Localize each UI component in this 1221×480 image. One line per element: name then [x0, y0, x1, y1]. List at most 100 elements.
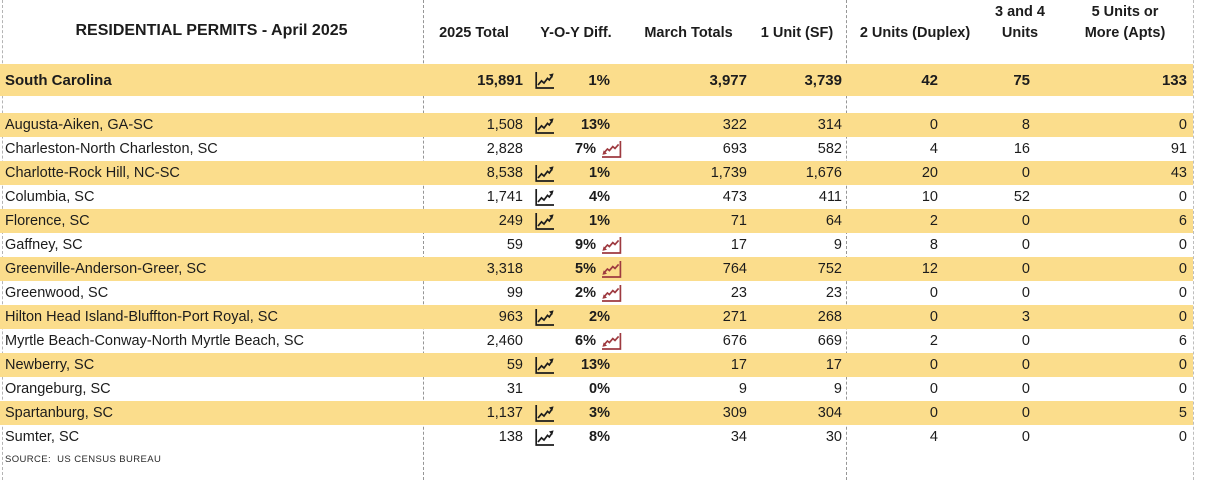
one-unit-sf-cell[interactable]: 304 [817, 405, 842, 421]
march-totals-cell[interactable]: 309 [722, 405, 747, 421]
row-label-cell[interactable]: Gaffney, SC [5, 237, 83, 253]
two-units-cell[interactable]: 12 [921, 261, 938, 277]
one-unit-sf-cell[interactable]: 30 [825, 429, 842, 445]
row-label-cell[interactable]: Orangeburg, SC [5, 381, 111, 397]
column-header-march-totals[interactable]: March Totals [644, 24, 733, 41]
march-totals-cell[interactable]: 322 [722, 117, 747, 133]
three-four-units-cell[interactable]: 0 [1021, 333, 1030, 349]
yoy-diff-cell[interactable]: 1% [528, 161, 624, 185]
two-units-cell[interactable]: 0 [929, 405, 938, 421]
march-totals-cell[interactable]: 271 [722, 309, 747, 325]
one-unit-sf-cell[interactable]: 582 [817, 141, 842, 157]
yoy-diff-cell[interactable]: 2% [528, 305, 624, 329]
one-unit-sf-cell[interactable]: 17 [825, 357, 842, 373]
three-four-units-cell[interactable]: 0 [1021, 261, 1030, 277]
yoy-diff-cell[interactable]: 1% [528, 209, 624, 233]
two-units-cell[interactable]: 8 [929, 237, 938, 253]
three-four-units-cell[interactable]: 0 [1021, 213, 1030, 229]
three-four-units-cell[interactable]: 0 [1021, 285, 1030, 301]
one-unit-sf-cell[interactable]: 23 [825, 285, 842, 301]
yoy-diff-cell[interactable]: 13% [528, 113, 624, 137]
five-plus-units-cell[interactable]: 0 [1178, 285, 1187, 301]
row-label-cell[interactable]: Sumter, SC [5, 429, 80, 445]
column-header-1-unit-sf[interactable]: 1 Unit (SF) [760, 24, 834, 41]
column-header-5-plus-units[interactable]: 5 Units or More (Apts) [1084, 3, 1166, 41]
total-2025-cell[interactable]: 1,508 [486, 117, 523, 133]
row-label-cell[interactable]: Hilton Head Island-Bluffton-Port Royal, … [5, 309, 278, 325]
five-plus-units-cell[interactable]: 0 [1178, 381, 1187, 397]
yoy-diff-cell[interactable]: 1% [528, 64, 624, 96]
total-2025-cell[interactable]: 99 [506, 285, 523, 301]
five-plus-units-cell[interactable]: 0 [1178, 237, 1187, 253]
row-label-cell[interactable]: Augusta-Aiken, GA-SC [5, 117, 154, 133]
column-header-yoy-diff[interactable]: Y-O-Y Diff. [540, 24, 612, 41]
march-totals-cell[interactable]: 693 [722, 141, 747, 157]
three-four-units-cell[interactable]: 75 [1013, 71, 1030, 89]
three-four-units-cell[interactable]: 52 [1013, 189, 1030, 205]
row-label-cell[interactable]: Florence, SC [5, 213, 90, 229]
three-four-units-cell[interactable]: 0 [1021, 429, 1030, 445]
five-plus-units-cell[interactable]: 0 [1178, 309, 1187, 325]
total-2025-cell[interactable]: 15,891 [477, 71, 523, 89]
column-header-3-4-units[interactable]: 3 and 4 Units [995, 3, 1045, 41]
two-units-cell[interactable]: 0 [929, 309, 938, 325]
one-unit-sf-cell[interactable]: 9 [833, 381, 842, 397]
yoy-diff-cell[interactable]: 7% [528, 137, 624, 161]
total-2025-cell[interactable]: 8,538 [486, 165, 523, 181]
five-plus-units-cell[interactable]: 0 [1178, 357, 1187, 373]
march-totals-cell[interactable]: 1,739 [710, 165, 747, 181]
row-label-cell[interactable]: Greenwood, SC [5, 285, 109, 301]
yoy-diff-cell[interactable]: 3% [528, 401, 624, 425]
march-totals-cell[interactable]: 34 [730, 429, 747, 445]
five-plus-units-cell[interactable]: 91 [1170, 141, 1187, 157]
total-2025-cell[interactable]: 1,137 [486, 405, 523, 421]
one-unit-sf-cell[interactable]: 64 [825, 213, 842, 229]
three-four-units-cell[interactable]: 0 [1021, 381, 1030, 397]
two-units-cell[interactable]: 0 [929, 381, 938, 397]
march-totals-cell[interactable]: 23 [730, 285, 747, 301]
total-2025-cell[interactable]: 59 [506, 237, 523, 253]
total-2025-cell[interactable]: 2,828 [486, 141, 523, 157]
march-totals-cell[interactable]: 764 [722, 261, 747, 277]
total-2025-cell[interactable]: 249 [498, 213, 523, 229]
two-units-cell[interactable]: 2 [929, 213, 938, 229]
five-plus-units-cell[interactable]: 133 [1161, 71, 1187, 89]
two-units-cell[interactable]: 0 [929, 117, 938, 133]
two-units-cell[interactable]: 0 [929, 285, 938, 301]
one-unit-sf-cell[interactable]: 669 [817, 333, 842, 349]
row-label-cell[interactable]: Charleston-North Charleston, SC [5, 141, 218, 157]
march-totals-cell[interactable]: 71 [730, 213, 747, 229]
five-plus-units-cell[interactable]: 0 [1178, 117, 1187, 133]
column-header-2-units[interactable]: 2 Units (Duplex) [859, 24, 971, 41]
three-four-units-cell[interactable]: 0 [1021, 165, 1030, 181]
yoy-diff-cell[interactable]: 4% [528, 185, 624, 209]
row-label-cell[interactable]: Greenville-Anderson-Greer, SC [5, 261, 207, 277]
five-plus-units-cell[interactable]: 6 [1178, 333, 1187, 349]
yoy-diff-cell[interactable]: 9% [528, 233, 624, 257]
one-unit-sf-cell[interactable]: 268 [817, 309, 842, 325]
three-four-units-cell[interactable]: 3 [1021, 309, 1030, 325]
three-four-units-cell[interactable]: 8 [1021, 117, 1030, 133]
two-units-cell[interactable]: 4 [929, 429, 938, 445]
column-header-2025-total[interactable]: 2025 Total [439, 24, 509, 41]
yoy-diff-cell[interactable]: 13% [528, 353, 624, 377]
one-unit-sf-cell[interactable]: 411 [818, 189, 842, 205]
two-units-cell[interactable]: 4 [929, 141, 938, 157]
five-plus-units-cell[interactable]: 0 [1178, 261, 1187, 277]
one-unit-sf-cell[interactable]: 9 [833, 237, 842, 253]
march-totals-cell[interactable]: 17 [730, 357, 747, 373]
march-totals-cell[interactable]: 473 [722, 189, 747, 205]
total-2025-cell[interactable]: 138 [498, 429, 523, 445]
yoy-diff-cell[interactable]: 6% [528, 329, 624, 353]
total-2025-cell[interactable]: 963 [498, 309, 523, 325]
three-four-units-cell[interactable]: 0 [1021, 237, 1030, 253]
yoy-diff-cell[interactable]: 0% [528, 377, 624, 401]
five-plus-units-cell[interactable]: 43 [1170, 165, 1187, 181]
march-totals-cell[interactable]: 3,977 [709, 71, 747, 89]
one-unit-sf-cell[interactable]: 3,739 [804, 71, 842, 89]
total-2025-cell[interactable]: 59 [506, 357, 523, 373]
row-label-cell[interactable]: Myrtle Beach-Conway-North Myrtle Beach, … [5, 333, 304, 349]
five-plus-units-cell[interactable]: 6 [1178, 213, 1187, 229]
total-2025-cell[interactable]: 3,318 [486, 261, 523, 277]
yoy-diff-cell[interactable]: 8% [528, 425, 624, 449]
